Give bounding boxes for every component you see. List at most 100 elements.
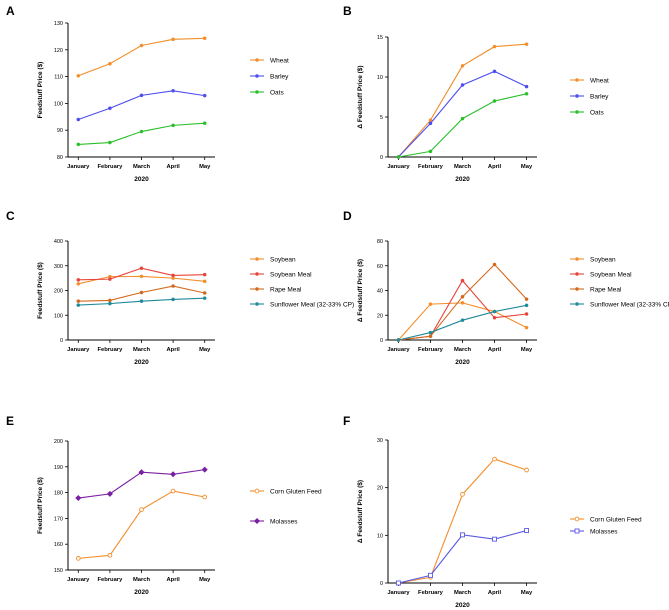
y-tick-label: 200 bbox=[54, 439, 63, 445]
series-line-corn-gluten-feed bbox=[398, 458, 527, 584]
data-point-oats bbox=[76, 142, 81, 147]
y-tick-label: 200 bbox=[54, 289, 63, 295]
data-point-barley bbox=[139, 93, 144, 98]
data-point-wheat bbox=[202, 36, 207, 41]
data-point-soybean-meal bbox=[171, 273, 175, 278]
data-point-rape-meal bbox=[428, 334, 433, 339]
data-point-rape-meal bbox=[524, 297, 529, 301]
data-point-corn-gluten-feed bbox=[139, 507, 144, 512]
data-point-soybean-meal bbox=[139, 266, 144, 271]
legend-marker-soybean-meal bbox=[255, 272, 259, 276]
legend-label-soybean-meal: Soybean Meal bbox=[270, 271, 312, 278]
x-tick-label: January bbox=[67, 164, 90, 170]
y-tick-label: 400 bbox=[54, 239, 63, 245]
x-tick-label: January bbox=[387, 347, 410, 353]
x-tick-label: April bbox=[488, 590, 502, 596]
legend-label-wheat: Wheat bbox=[270, 57, 289, 64]
data-point-corn-gluten-feed bbox=[524, 467, 529, 473]
chart-panel-a: A 80 90 100 110 120 130 January February March Apr… bbox=[6, 4, 289, 183]
data-point-wheat bbox=[524, 42, 529, 47]
x-axis-label: 2020 bbox=[134, 359, 149, 366]
y-axis-label: Feedstuff Price ($) bbox=[37, 262, 44, 319]
data-point-molasses bbox=[75, 494, 82, 502]
data-point-soybean bbox=[76, 282, 81, 286]
legend-label-oats: Oats bbox=[270, 89, 284, 96]
legend-marker-soybean bbox=[575, 257, 579, 261]
data-point-wheat bbox=[460, 64, 465, 68]
y-tick-label: 80 bbox=[377, 239, 383, 245]
y-axis-label: Δ Feedstuff Price ($) bbox=[357, 65, 364, 128]
data-point-rape-meal bbox=[108, 298, 112, 303]
data-point-oats bbox=[202, 121, 207, 126]
data-point-soybean-meal bbox=[76, 278, 81, 282]
y-tick-label: 180 bbox=[54, 491, 63, 497]
legend-label-corn-gluten-feed: Corn Gluten Feed bbox=[590, 516, 642, 523]
data-point-soybean bbox=[202, 279, 207, 284]
data-point-sunflower-meal-32-33-cp bbox=[202, 296, 207, 300]
y-tick-label: 0 bbox=[60, 338, 63, 344]
legend-marker-rape-meal bbox=[575, 287, 579, 291]
data-point-oats bbox=[460, 116, 465, 121]
data-point-barley bbox=[202, 93, 207, 98]
series-line-molasses bbox=[398, 530, 527, 584]
data-point-rape-meal bbox=[139, 290, 144, 295]
y-tick-label: 110 bbox=[54, 75, 63, 81]
y-tick-label: 190 bbox=[54, 465, 63, 471]
data-point-wheat bbox=[492, 44, 497, 49]
legend-label-corn-gluten-feed: Corn Gluten Feed bbox=[270, 488, 322, 495]
y-tick-label: 130 bbox=[54, 21, 63, 27]
legend-label-soybean-meal: Soybean Meal bbox=[590, 271, 632, 278]
data-point-oats bbox=[108, 140, 112, 145]
y-tick-label: 5 bbox=[380, 115, 383, 121]
data-point-corn-gluten-feed bbox=[107, 552, 113, 558]
legend-label-oats: Oats bbox=[590, 109, 604, 116]
x-tick-label: March bbox=[133, 347, 151, 353]
x-tick-label: May bbox=[199, 164, 211, 170]
x-tick-label: May bbox=[521, 164, 533, 170]
legend-marker-soybean bbox=[255, 257, 259, 261]
data-point-sunflower-meal-32-33-cp bbox=[396, 338, 401, 342]
data-point-molasses bbox=[460, 532, 465, 538]
data-point-sunflower-meal-32-33-cp bbox=[76, 303, 81, 307]
y-axis-label: Feedstuff Price ($) bbox=[37, 62, 44, 119]
x-tick-label: May bbox=[199, 347, 211, 353]
panel-letter: F bbox=[343, 414, 350, 428]
data-point-rape-meal bbox=[460, 294, 465, 299]
x-axis-label: 2020 bbox=[455, 602, 470, 609]
y-tick-label: 30 bbox=[377, 438, 383, 444]
data-point-oats bbox=[171, 123, 175, 128]
chart-panel-f: F 0 10 20 30 January February March April May 2020… bbox=[343, 414, 642, 609]
x-tick-label: February bbox=[418, 164, 444, 170]
y-tick-label: 0 bbox=[380, 581, 383, 587]
data-point-oats bbox=[396, 155, 401, 159]
legend-marker-molasses bbox=[574, 528, 580, 534]
y-tick-label: 300 bbox=[54, 264, 63, 270]
data-point-rape-meal bbox=[171, 284, 175, 288]
data-point-molasses bbox=[492, 536, 497, 542]
y-tick-label: 15 bbox=[377, 35, 383, 41]
data-point-molasses bbox=[138, 469, 145, 476]
x-tick-label: March bbox=[454, 164, 472, 170]
data-point-oats bbox=[492, 99, 497, 103]
panel-letter: E bbox=[6, 414, 14, 428]
x-axis-label: 2020 bbox=[455, 359, 470, 366]
data-point-soybean-meal bbox=[108, 277, 112, 281]
legend-marker-rape-meal bbox=[255, 287, 259, 291]
x-tick-label: May bbox=[199, 577, 211, 583]
data-point-soybean bbox=[524, 325, 529, 330]
data-point-soybean-meal bbox=[524, 312, 529, 316]
legend-marker-wheat bbox=[575, 78, 579, 82]
data-point-corn-gluten-feed bbox=[75, 556, 81, 561]
data-point-sunflower-meal-32-33-cp bbox=[428, 330, 433, 335]
legend-label-barley: Barley bbox=[270, 73, 289, 80]
series-line-oats bbox=[398, 93, 527, 158]
x-axis-label: 2020 bbox=[134, 176, 149, 183]
x-tick-label: March bbox=[133, 164, 151, 170]
y-tick-label: 0 bbox=[380, 338, 383, 344]
legend-marker-sunflower-meal-32-33-cp bbox=[575, 302, 579, 306]
x-tick-label: January bbox=[387, 164, 410, 170]
legend-marker-oats bbox=[255, 90, 259, 94]
y-tick-label: 150 bbox=[54, 568, 63, 574]
data-point-soybean-meal bbox=[492, 315, 497, 320]
y-tick-label: 0 bbox=[380, 155, 383, 161]
